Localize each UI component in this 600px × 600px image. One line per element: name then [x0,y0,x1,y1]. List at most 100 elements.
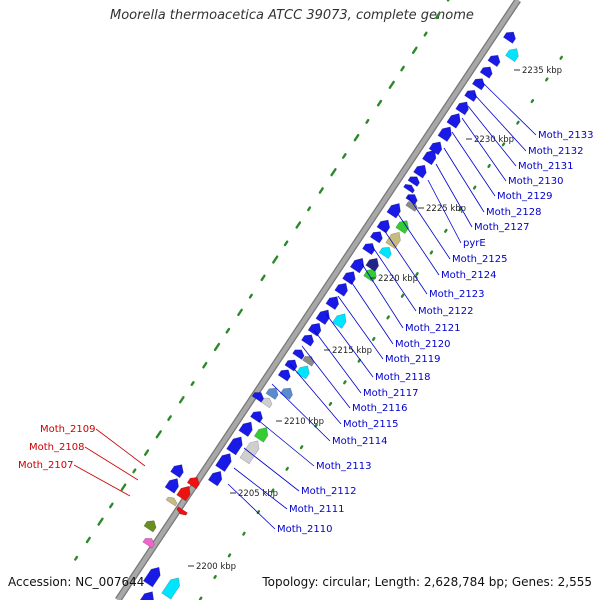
gc-dot [530,99,535,104]
gc-dot [400,293,405,298]
kbp-tick-label: 2220 kbp [378,274,418,284]
gc-dot [559,55,563,60]
gene-label: Moth_2113 [316,461,371,472]
label-leader-line [243,447,300,492]
label-leader-line [73,464,131,497]
gene-label: Moth_2115 [343,419,398,430]
kbp-tick-label: 2235 kbp [522,66,562,76]
gene-arrow [464,89,478,103]
gene-arrow [265,387,279,400]
gene-arrow [487,54,501,68]
gene-arrow [365,257,379,272]
gc-dot [198,596,203,600]
gene-arrow [325,296,340,311]
label-leader-line [325,313,374,378]
gene-label: Moth_2111 [289,504,344,515]
gene-arrow [161,577,181,600]
gene-label: Moth_2133 [538,130,593,141]
gene-label: Moth_2129 [497,191,552,202]
gc-dot [120,483,127,491]
gene-labels: Moth_2133 Moth_2132 Moth_2131 Moth_2130 Moth… [18,81,593,535]
gene-label: Moth_2127 [474,222,529,233]
gene-arrow [164,478,179,494]
gene-arrow [342,271,356,286]
gc-dot [376,99,383,107]
gc-dot [353,133,360,142]
gene-arrow [315,309,330,326]
label-leader-line [233,467,288,510]
gene-arrow [176,485,191,502]
accession-text: Accession: NC_007644 [8,575,145,589]
label-leader-line [271,383,331,442]
gene-arrow [251,392,265,403]
gene-arrow [142,538,155,549]
label-leader-line [301,345,351,409]
gene-arrow [253,427,269,443]
label-leader-line [397,213,440,276]
label-leader-line [227,483,276,530]
gc-dot [227,553,232,558]
gene-arrow [279,387,293,400]
gene-arrow [386,203,401,219]
kbp-tick-label: 2230 kbp [474,135,514,145]
label-leader-line [467,105,517,167]
gene-arrow [407,176,420,187]
gene-arrow [479,66,493,79]
gene-arrow [301,334,314,347]
gc-dot [132,468,137,474]
gene-arrow [284,359,298,372]
label-leader-line [337,295,384,360]
gc-dot [190,381,195,386]
gc-dot [85,536,91,544]
label-leader-line [361,263,404,329]
gc-dot [272,255,279,264]
gene-arrow [471,78,485,91]
gc-dot [167,415,172,421]
gc-dot [318,187,324,194]
gene-arrow [362,243,376,256]
gc-dot [357,358,362,363]
gc-dot [213,574,217,580]
gc-dot [388,80,395,89]
kbp-tick-label: 2200 kbp [196,562,236,572]
gc-dot [225,327,231,334]
gene-label: Moth_2109 [40,424,95,435]
gene-arrow [421,149,437,166]
gc-dot [371,336,376,342]
gc-dot [213,342,221,352]
gc-dot [248,293,253,299]
gene-arrow [165,496,178,507]
gene-arrow [332,313,347,329]
gc-dot [283,240,289,247]
gc-dot [97,517,104,526]
gc-dot [487,163,491,168]
gene-label: Moth_2114 [332,436,387,447]
gene-arrow [428,141,443,156]
label-leader-line [257,419,315,467]
gene-arrow [403,183,415,194]
gc-dot [435,12,441,20]
gene-arrow [446,113,461,129]
gene-arrow [215,453,232,473]
kbp-tick-label: 2215 kbp [332,346,372,356]
label-leader-line [461,117,507,182]
gc-dot [400,65,405,72]
gene-arrow [405,201,418,212]
label-leader-line [435,163,473,228]
gene-arrow [505,48,519,63]
gene-label: pyrE [463,238,486,249]
gc-dot [299,445,304,450]
map-title: Moorella thermoacetica ATCC 39073, compl… [110,8,474,23]
gc-dot [260,274,266,282]
gc-dot [444,228,448,233]
gc-dot [307,206,312,212]
label-leader-line [451,131,496,197]
gc-dot [330,168,337,177]
gene-arrow [349,257,365,274]
gene-label: Moth_2130 [508,176,563,187]
label-leader-line [95,428,146,467]
gene-label: Moth_2107 [18,460,73,471]
gc-dot [143,449,150,456]
gene-arrow [277,369,291,382]
gc-dot [365,118,370,124]
